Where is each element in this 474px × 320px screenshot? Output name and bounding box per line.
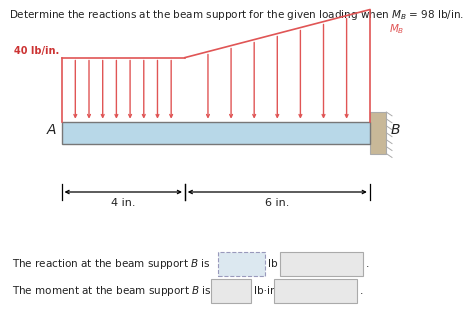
Text: .: . xyxy=(360,286,364,296)
Text: (Click to select) ▾: (Click to select) ▾ xyxy=(275,287,347,296)
Text: lb: lb xyxy=(268,259,277,269)
FancyBboxPatch shape xyxy=(218,252,265,276)
Text: 40 lb/in.: 40 lb/in. xyxy=(14,46,59,56)
FancyBboxPatch shape xyxy=(274,279,357,303)
FancyBboxPatch shape xyxy=(280,252,363,276)
Text: Determine the reactions at the beam support for the given loading when $M_B$ = 9: Determine the reactions at the beam supp… xyxy=(9,8,465,22)
FancyBboxPatch shape xyxy=(211,279,251,303)
Text: $A$: $A$ xyxy=(46,123,57,137)
Text: lb·in.: lb·in. xyxy=(254,286,280,296)
Text: $M_B$: $M_B$ xyxy=(389,22,404,36)
Text: .: . xyxy=(366,259,369,269)
Text: The moment at the beam support $B$ is: The moment at the beam support $B$ is xyxy=(12,284,211,298)
Text: 6 in.: 6 in. xyxy=(265,198,290,208)
Text: $B$: $B$ xyxy=(390,123,401,137)
Text: 4 in.: 4 in. xyxy=(111,198,136,208)
Text: (Click to select) ▾: (Click to select) ▾ xyxy=(281,260,353,268)
Text: The reaction at the beam support $B$ is: The reaction at the beam support $B$ is xyxy=(12,257,210,271)
Bar xyxy=(62,122,370,144)
Bar xyxy=(370,112,386,154)
